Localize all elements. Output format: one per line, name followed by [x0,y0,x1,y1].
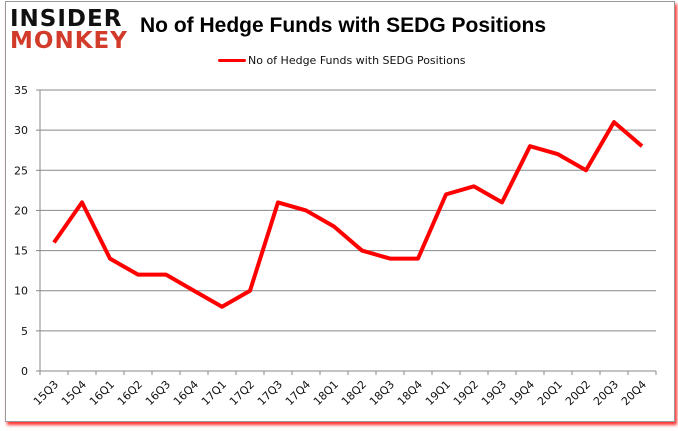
chart-frame [5,1,675,422]
x-tick-label: 19Q3 [479,378,509,408]
x-tick-label: 18Q2 [339,378,369,408]
legend-swatch [218,59,246,62]
x-tick-label: 16Q2 [115,378,145,408]
x-tick-label: 19Q1 [423,378,453,408]
x-tick-label: 15Q3 [31,378,61,408]
y-tick-label: 25 [14,164,28,177]
x-tick-label: 19Q4 [507,378,537,408]
x-tick-label: 20Q3 [591,378,621,408]
x-tick-label: 17Q4 [283,378,313,408]
y-tick-label: 15 [14,245,28,258]
x-tick-label: 17Q3 [255,378,285,408]
x-tick-label: 18Q1 [311,378,341,408]
x-tick-label: 16Q4 [171,378,201,408]
logo-line2: MONKEY [10,28,128,54]
y-tick-label: 30 [14,124,28,137]
chart-title: No of Hedge Funds with SEDG Positions [140,14,547,37]
x-tick-label: 20Q1 [535,378,565,408]
x-tick-label: 17Q2 [227,378,257,408]
legend-label: No of Hedge Funds with SEDG Positions [248,54,466,67]
x-tick-label: 17Q1 [199,378,229,408]
x-tick-label: 19Q2 [451,378,481,408]
y-tick-label: 20 [14,204,28,217]
y-tick-label: 35 [14,84,28,97]
x-tick-label: 18Q4 [395,378,425,408]
x-tick-label: 16Q3 [143,378,173,408]
x-tick-label: 20Q2 [563,378,593,408]
y-tick-label: 5 [21,325,28,338]
y-tick-label: 10 [14,285,28,298]
legend: No of Hedge Funds with SEDG Positions [218,54,466,67]
x-tick-label: 15Q4 [59,378,89,408]
y-tick-label: 0 [21,365,28,378]
x-tick-label: 20Q4 [619,378,649,408]
x-tick-label: 18Q3 [367,378,397,408]
series-line [52,120,644,309]
x-tick-label: 16Q1 [87,378,117,408]
logo-line1: INSIDER [10,6,123,32]
insider-monkey-logo: INSIDER MONKEY [10,6,128,54]
